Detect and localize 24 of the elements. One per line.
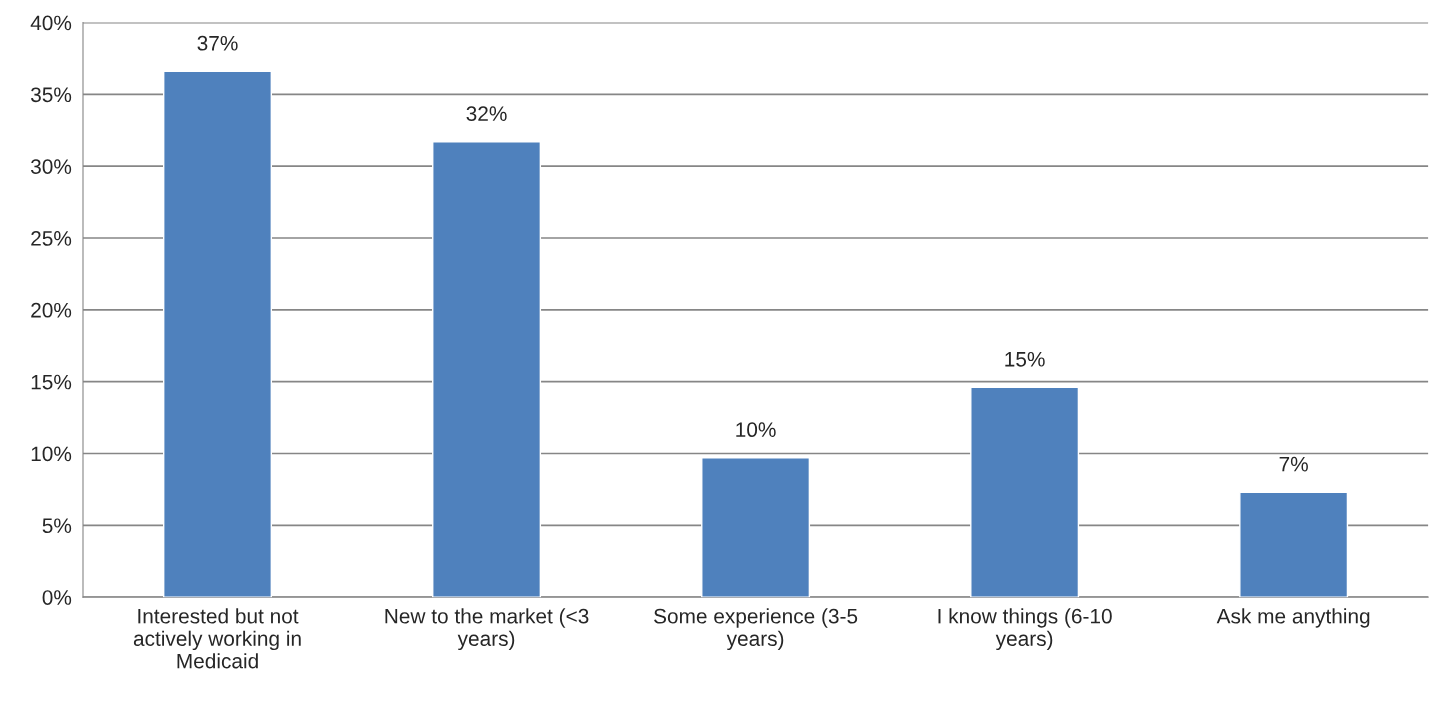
y-tick-label: 20% [31,302,72,318]
x-tick-label: Ask me anything [1216,608,1370,628]
x-tick-label: Some experience (3-5 years) [654,608,858,651]
y-tick-label: 15% [31,374,72,390]
data-label: 10% [736,422,776,438]
y-tick-label: 25% [31,231,72,246]
y-tick-label: 30% [30,159,72,174]
x-tick-label: I know things (6-10 years) [938,608,1112,651]
data-label: 32% [466,106,507,121]
y-tick-label: 40% [30,15,72,31]
y-tick-label: 0% [42,590,72,605]
data-label: 7% [1279,456,1308,472]
y-tick-label: 5% [42,518,72,534]
y-tick-label: 10% [31,446,72,462]
data-label: 15% [1005,351,1045,367]
x-tick-label: New to the market (<3 years) [385,608,589,651]
bar [701,457,811,598]
bar [1239,491,1349,598]
bar [970,386,1080,598]
y-tick-label: 35% [30,87,72,103]
bar [163,70,273,598]
x-tick-label: Interested but not actively working in Medicaid [133,608,301,669]
data-label: 37% [197,35,238,51]
bar [432,141,542,598]
